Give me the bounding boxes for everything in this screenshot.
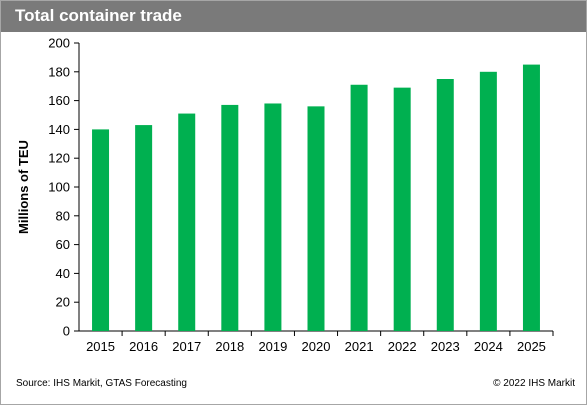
bar-2021 (350, 84, 368, 331)
y-tick-label: 80 (56, 208, 70, 223)
x-tick-label: 2019 (258, 339, 287, 354)
source-note: Source: IHS Markit, GTAS Forecasting (16, 378, 187, 389)
x-tick-label: 2016 (129, 339, 158, 354)
bar-2016 (135, 125, 153, 331)
copyright-note: © 2022 IHS Markit (493, 378, 575, 389)
x-tick-label: 2015 (86, 339, 115, 354)
x-tick-label: 2024 (474, 339, 503, 354)
y-tick-label: 140 (48, 122, 70, 137)
y-tick-label: 120 (48, 151, 70, 166)
y-tick-label: 200 (48, 36, 70, 51)
chart-title: Total container trade (15, 6, 182, 25)
title-bar: Total container trade (1, 1, 586, 32)
y-tick-label: 180 (48, 64, 70, 79)
bar-2015 (92, 129, 110, 331)
y-tick-label: 0 (63, 324, 70, 339)
bar-2024 (479, 71, 497, 332)
x-tick-label: 2020 (302, 339, 331, 354)
bar-2022 (393, 87, 411, 331)
y-tick-label: 40 (56, 266, 70, 281)
bar-2017 (178, 113, 196, 331)
bar-2023 (436, 79, 454, 331)
x-tick-label: 2018 (215, 339, 244, 354)
x-tick-label: 2023 (431, 339, 460, 354)
bar-2018 (221, 104, 239, 331)
y-tick-label: 20 (56, 295, 70, 310)
bar-2019 (264, 103, 282, 331)
x-tick-label: 2025 (517, 339, 546, 354)
bar-2020 (307, 106, 325, 331)
x-tick-label: 2017 (172, 339, 201, 354)
bar-2025 (522, 64, 540, 331)
y-tick-label: 160 (48, 93, 70, 108)
y-axis-title: Millions of TEU (16, 140, 31, 234)
x-tick-label: 2022 (388, 339, 417, 354)
y-tick-label: 60 (56, 237, 70, 252)
x-tick-label: 2021 (345, 339, 374, 354)
y-tick-label: 100 (48, 180, 70, 195)
